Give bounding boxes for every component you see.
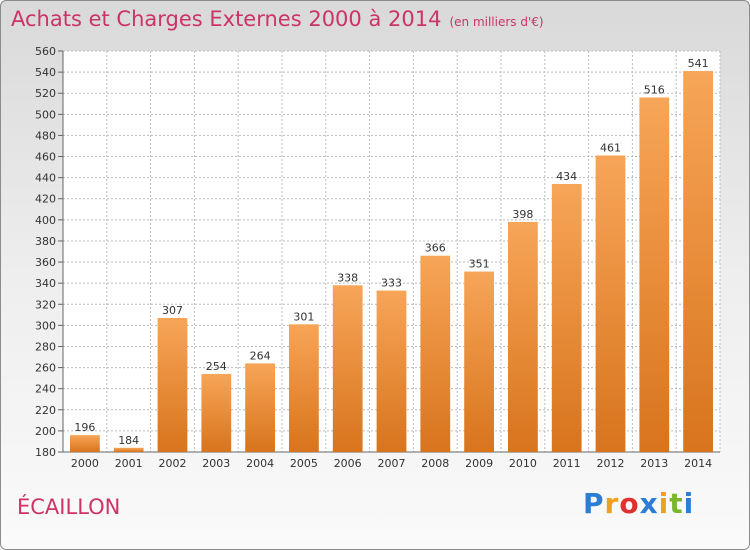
bar [113,447,144,452]
bar [201,373,232,452]
chart-title: Achats et Charges Externes 2000 à 2014 [11,7,442,31]
brand-letter: r [604,487,620,520]
value-label: 366 [425,242,446,255]
value-label: 461 [600,141,621,154]
value-label: 184 [118,434,139,447]
y-tick-label: 220 [35,404,56,417]
bar [551,183,582,452]
value-label: 196 [74,421,95,434]
bar [289,324,319,452]
x-tick-label: 2002 [159,457,187,470]
bar [70,435,100,452]
value-label: 333 [381,277,402,290]
y-tick-label: 180 [35,446,56,459]
y-tick-label: 260 [35,362,56,375]
y-tick-label: 240 [35,383,56,396]
value-label: 264 [250,349,271,362]
bar [464,271,494,452]
y-tick-label: 360 [35,256,56,269]
chart-unit: (en milliers d'€) [449,15,544,29]
x-tick-label: 2006 [334,457,362,470]
x-tick-label: 2007 [378,457,406,470]
x-tick-label: 2008 [421,457,449,470]
value-label: 338 [337,271,358,284]
brand-letter: x [639,487,659,520]
bar [639,97,670,452]
value-label: 541 [688,57,709,70]
y-tick-label: 440 [35,172,56,185]
bar [157,317,188,452]
y-tick-label: 560 [35,45,56,58]
brand-letter: t [669,487,684,520]
value-label: 434 [556,170,577,183]
x-tick-label: 2012 [597,457,625,470]
x-tick-label: 2010 [509,457,537,470]
y-tick-label: 460 [35,151,56,164]
x-tick-label: 2004 [246,457,274,470]
x-tick-label: 2000 [71,457,99,470]
y-tick-label: 320 [35,298,56,311]
bar [683,71,713,453]
y-tick-label: 300 [35,319,56,332]
bar [595,155,626,452]
x-tick-label: 2014 [684,457,712,470]
y-tick-label: 340 [35,277,56,290]
value-label: 398 [512,208,533,221]
bar [245,363,275,452]
y-tick-label: 420 [35,193,56,206]
title-row: Achats et Charges Externes 2000 à 2014 (e… [11,7,544,31]
town-name: ÉCAILLON [17,495,121,519]
y-tick-label: 400 [35,214,56,227]
value-label: 516 [644,83,665,96]
brand-letter: P [583,487,605,520]
x-tick-label: 2005 [290,457,318,470]
y-tick-label: 380 [35,235,56,248]
x-tick-label: 2011 [553,457,581,470]
bar [508,221,538,452]
x-tick-label: 2009 [465,457,493,470]
brand-logo: Proxiti [583,487,694,520]
y-tick-label: 480 [35,129,56,142]
x-tick-label: 2003 [202,457,230,470]
x-tick-label: 2001 [115,457,143,470]
value-label: 351 [469,258,490,271]
bar [420,255,451,452]
y-tick-label: 540 [35,66,56,79]
y-tick-label: 280 [35,340,56,353]
y-tick-label: 200 [35,425,56,438]
x-tick-label: 2013 [640,457,668,470]
brand-letter: o [619,487,640,520]
brand-letter: i [683,487,695,520]
bar [376,290,407,452]
y-tick-label: 500 [35,108,56,121]
brand-letter: i [658,487,670,520]
value-label: 254 [206,360,227,373]
value-label: 301 [293,310,314,323]
bar [332,285,363,452]
value-label: 307 [162,304,183,317]
y-tick-label: 520 [35,87,56,100]
